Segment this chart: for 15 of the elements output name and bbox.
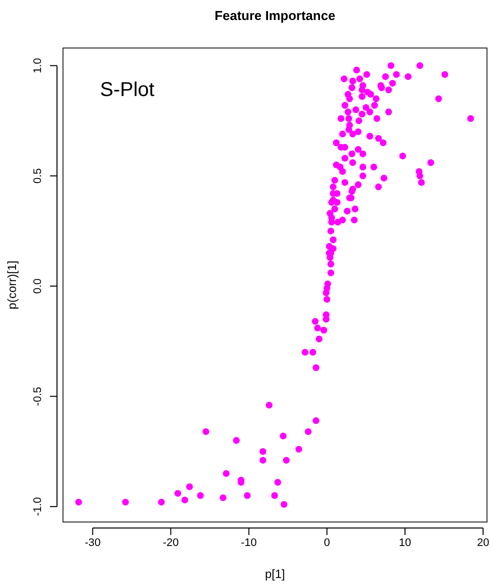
y-tick-label: -0.5	[32, 386, 44, 406]
x-tick-label: 0	[324, 536, 330, 549]
x-tick-label: 20	[476, 536, 490, 549]
x-tick-label: 10	[398, 536, 412, 549]
x-tick-label: -20	[162, 536, 179, 549]
y-tick-label: 0.5	[32, 168, 44, 184]
y-axis-title: p(corr)[1]	[5, 260, 19, 310]
x-axis-title: p[1]	[264, 567, 286, 581]
x-tick-label: -10	[240, 536, 257, 549]
y-tick-label: 1.0	[32, 58, 44, 74]
y-tick-label: 0.0	[32, 278, 44, 294]
chart-title: Feature Importance	[214, 8, 336, 23]
x-tick-label: -30	[84, 536, 101, 549]
y-tick-label: -1.0	[32, 497, 44, 516]
annotation: S-Plot	[100, 79, 155, 101]
